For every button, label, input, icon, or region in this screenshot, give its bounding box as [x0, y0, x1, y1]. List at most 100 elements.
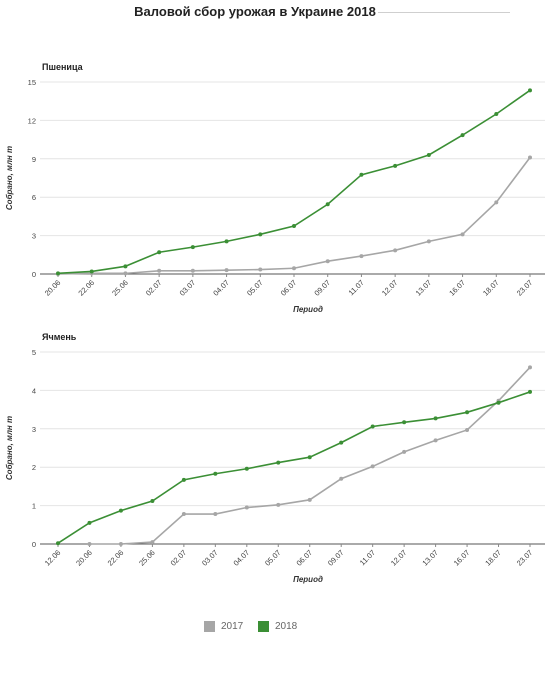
barley-point-2018[interactable]: [150, 498, 155, 503]
wheat-point-2018[interactable]: [258, 232, 263, 237]
barley-xtick-label: 20.06: [74, 548, 94, 568]
wheat-xtick-label: 12.07: [380, 278, 400, 298]
wheat-point-2018[interactable]: [426, 152, 431, 157]
barley-xtick-label: 25.06: [137, 548, 157, 568]
wheat-xtick-label: 18.07: [481, 278, 501, 298]
wheat-xtick-label: 20.06: [43, 278, 63, 298]
wheat-point-2017[interactable]: [123, 271, 128, 276]
legend-item-2018[interactable]: 2018: [258, 618, 297, 634]
barley-point-2017[interactable]: [213, 512, 218, 517]
wheat-point-2017[interactable]: [157, 268, 162, 273]
wheat-point-2017[interactable]: [393, 248, 398, 253]
wheat-xtick-label: 03.07: [178, 278, 198, 298]
barley-point-2017[interactable]: [307, 497, 312, 502]
wheat-series-2018-line: [57, 89, 531, 275]
barley-yaxis-label: Собрано, млн т: [5, 416, 14, 480]
barley-point-2017[interactable]: [465, 427, 470, 432]
barley-point-2018[interactable]: [213, 471, 218, 476]
wheat-point-2018[interactable]: [494, 112, 499, 116]
wheat-point-2018[interactable]: [393, 163, 398, 168]
barley-ytick-label: 1: [32, 502, 36, 511]
wheat-xtick-label: 04.07: [211, 278, 231, 298]
legend-swatch-2018: [258, 620, 269, 632]
wheat-point-2018[interactable]: [460, 133, 465, 138]
wheat-point-2017[interactable]: [325, 259, 330, 264]
wheat-point-2018[interactable]: [359, 172, 364, 177]
wheat-point-2017[interactable]: [258, 267, 263, 272]
wheat-ytick-label: 3: [32, 232, 36, 241]
barley-point-2018[interactable]: [87, 520, 92, 525]
barley-xtick-label: 23.07: [515, 548, 535, 568]
chart-title: Валовой сбор урожая в Украине 2018: [134, 4, 376, 19]
wheat-point-2018[interactable]: [190, 245, 195, 250]
barley-ytick-label: 4: [32, 386, 36, 395]
barley-point-2018[interactable]: [433, 416, 438, 421]
barley-point-2017[interactable]: [528, 365, 532, 370]
wheat-point-2018[interactable]: [157, 250, 162, 255]
barley-point-2018[interactable]: [496, 400, 501, 405]
barley-point-2018[interactable]: [118, 508, 123, 513]
wheat-point-2018[interactable]: [56, 271, 60, 276]
wheat-point-2017[interactable]: [494, 200, 499, 205]
barley-xtick-label: 02.07: [169, 548, 189, 568]
wheat-ytick-label: 6: [32, 193, 36, 202]
barley-point-2017[interactable]: [433, 438, 438, 443]
title-divider: [378, 12, 510, 13]
wheat-point-2017[interactable]: [359, 254, 364, 259]
wheat-point-2017[interactable]: [426, 239, 431, 244]
wheat-ytick-label: 12: [28, 116, 36, 125]
panel-title-wheat: Пшеница: [42, 62, 83, 72]
legend-item-2017[interactable]: 2017: [204, 618, 243, 634]
wheat-point-2018[interactable]: [292, 224, 296, 228]
wheat-point-2017[interactable]: [292, 266, 296, 271]
barley-point-2017[interactable]: [402, 449, 407, 454]
barley-xtick-label: 22.06: [106, 548, 126, 568]
wheat-point-2018[interactable]: [89, 269, 94, 274]
barley-xaxis-label: Период: [293, 575, 323, 584]
barley-point-2018[interactable]: [181, 477, 186, 482]
barley-point-2017[interactable]: [150, 540, 155, 545]
barley-point-2017[interactable]: [276, 502, 281, 507]
barley-point-2018[interactable]: [307, 455, 312, 460]
barley-xtick-label: 06.07: [295, 548, 315, 568]
wheat-xtick-label: 05.07: [245, 278, 265, 298]
barley-point-2018[interactable]: [465, 410, 470, 415]
legend: 2017 2018: [0, 618, 550, 634]
wheat-point-2018[interactable]: [224, 239, 229, 244]
wheat-point-2018[interactable]: [123, 264, 128, 269]
wheat-xtick-label: 23.07: [515, 278, 535, 298]
barley-point-2017[interactable]: [244, 505, 249, 510]
barley-point-2018[interactable]: [244, 466, 249, 471]
barley-point-2018[interactable]: [56, 541, 60, 546]
barley-point-2017[interactable]: [370, 464, 375, 469]
wheat-point-2018[interactable]: [528, 88, 532, 93]
barley-point-2018[interactable]: [402, 420, 407, 425]
barley-point-2018[interactable]: [276, 460, 281, 465]
barley-point-2017[interactable]: [181, 512, 186, 517]
wheat-point-2017[interactable]: [460, 232, 465, 237]
barley-point-2018[interactable]: [528, 389, 532, 394]
wheat-point-2017[interactable]: [224, 268, 229, 273]
wheat-point-2017[interactable]: [190, 268, 195, 273]
wheat-point-2017[interactable]: [528, 155, 532, 160]
barley-xtick-label: 03.07: [200, 548, 220, 568]
legend-label-2017: 2017: [221, 620, 244, 632]
wheat-ytick-label: 15: [28, 78, 36, 87]
barley-point-2017[interactable]: [339, 476, 344, 481]
barley-xtick-label: 05.07: [263, 548, 283, 568]
wheat-xtick-label: 13.07: [414, 278, 434, 298]
barley-point-2018[interactable]: [339, 440, 344, 445]
barley-xtick-label: 04.07: [232, 548, 252, 568]
barley-point-2018[interactable]: [370, 424, 375, 429]
wheat-xaxis-label: Период: [293, 305, 323, 314]
barley-ytick-label: 2: [32, 463, 36, 472]
barley-point-2017[interactable]: [87, 542, 92, 546]
barley-xtick-label: 16.07: [452, 548, 472, 568]
wheat-xtick-label: 16.07: [447, 278, 467, 298]
wheat-yaxis-label: Собрано, млн т: [5, 146, 14, 210]
barley-xtick-label: 18.07: [483, 548, 503, 568]
wheat-point-2018[interactable]: [325, 202, 330, 207]
wheat-series-2017-line: [57, 157, 531, 275]
barley-xtick-label: 09.07: [326, 548, 346, 568]
barley-point-2017[interactable]: [118, 542, 123, 546]
